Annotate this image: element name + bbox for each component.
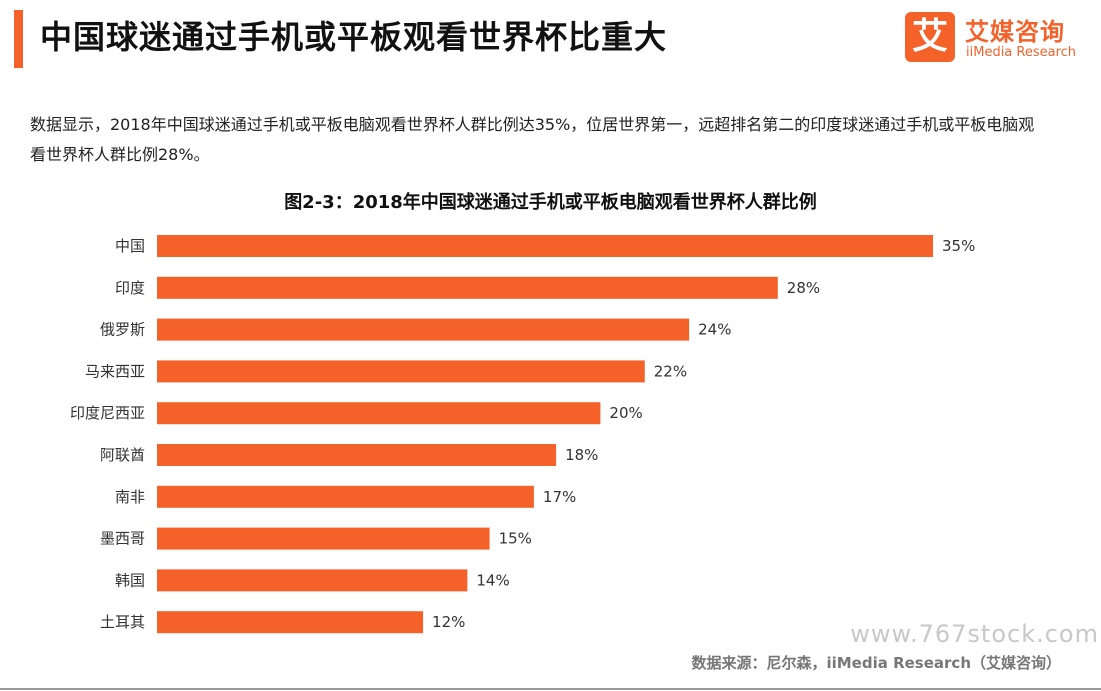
category-label: 阿联酋 (100, 446, 145, 464)
bar (157, 318, 690, 341)
bar (157, 235, 933, 257)
logo-mark-icon: 艾 (905, 12, 955, 62)
bar (157, 444, 557, 466)
watermark: www.767stock.com (850, 620, 1099, 648)
bottom-divider (0, 688, 1101, 690)
logo-name-en: iiMedia Research (966, 45, 1077, 60)
bar (157, 569, 468, 592)
logo-name-cn: 艾媒咨询 (965, 18, 1065, 46)
bar (157, 276, 778, 299)
data-label: 18% (565, 446, 598, 464)
data-label: 14% (476, 571, 509, 589)
category-label: 墨西哥 (100, 530, 145, 548)
bar-chart: 中国 35% 印度 28% 俄罗斯 24% 马来西亚 22% 印度尼西亚 20% 阿联酋 18% 南非 1… (70, 235, 975, 634)
data-label: 15% (499, 530, 532, 548)
title-accent-bar (14, 10, 23, 68)
data-label: 17% (543, 488, 576, 506)
category-label: 马来西亚 (85, 362, 145, 380)
bar (157, 527, 490, 550)
page-title: 中国球迷通过手机或平板观看世界杯比重大 (40, 18, 668, 56)
chart-title: 图2-3：2018年中国球迷通过手机或平板电脑观看世界杯人群比例 (284, 192, 817, 213)
data-label: 22% (654, 362, 687, 380)
category-label: 印度尼西亚 (70, 404, 145, 422)
bar (157, 485, 534, 508)
data-label: 20% (609, 404, 642, 422)
category-label: 土耳其 (100, 613, 145, 631)
data-label: 35% (942, 237, 975, 255)
brand-logo: 艾 艾媒咨询 iiMedia Research (905, 12, 1090, 62)
category-label: 印度 (115, 279, 145, 297)
category-label: 韩国 (115, 571, 145, 589)
category-label: 南非 (115, 488, 145, 506)
bar (157, 611, 424, 634)
data-label: 24% (698, 321, 731, 339)
data-source: 数据来源：尼尔森，iiMedia Research（艾媒咨询） (691, 654, 1061, 672)
bar (157, 402, 601, 425)
data-label: 12% (432, 613, 465, 631)
data-label: 28% (787, 279, 820, 297)
bar (157, 360, 645, 383)
category-label: 俄罗斯 (100, 321, 145, 339)
category-label: 中国 (115, 237, 145, 255)
summary-paragraph: 数据显示，2018年中国球迷通过手机或平板电脑观看世界杯人群比例达35%，位居世… (30, 115, 1035, 164)
